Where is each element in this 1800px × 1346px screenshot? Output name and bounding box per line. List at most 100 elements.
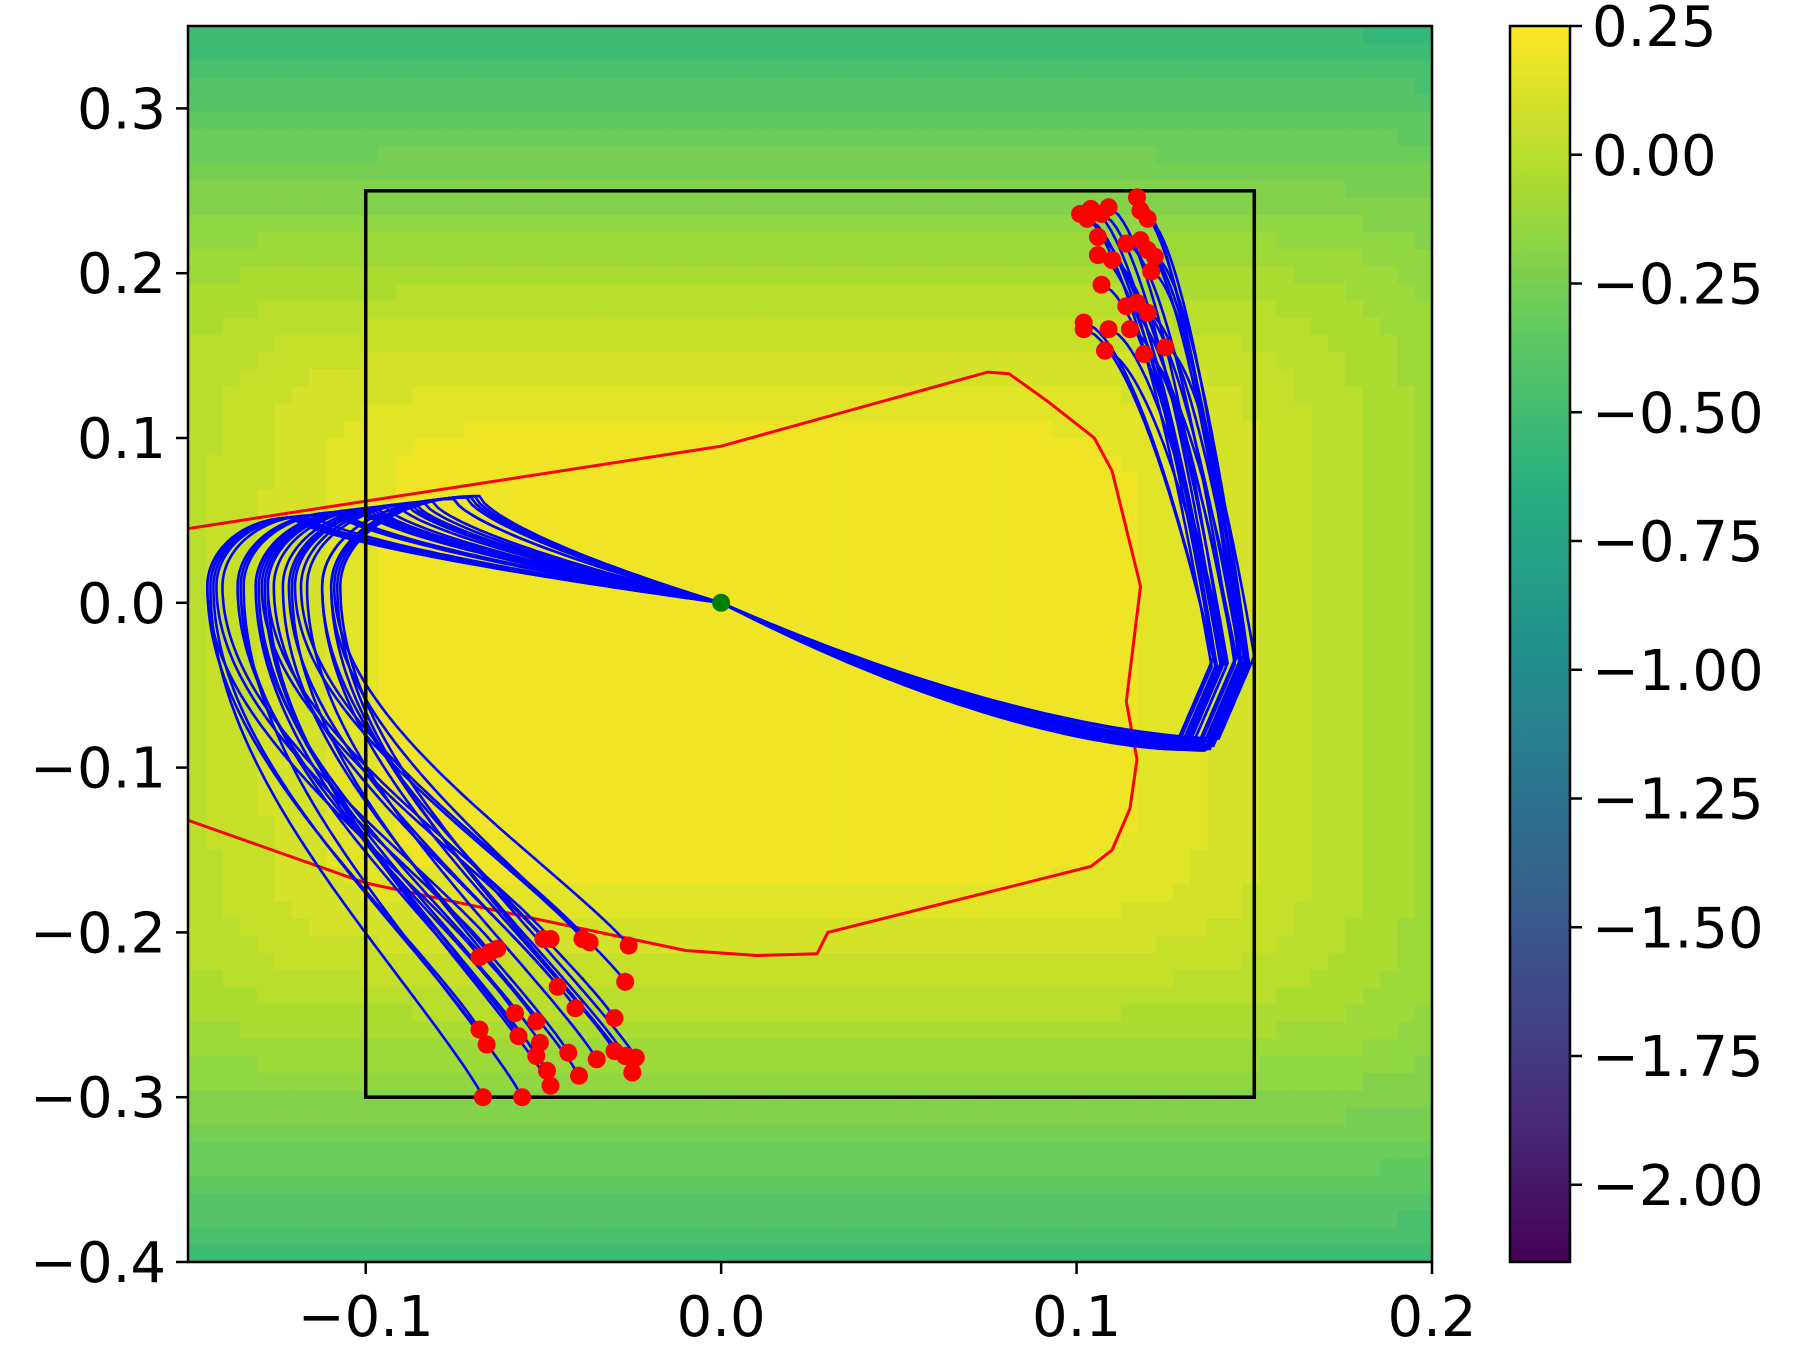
heatmap-cell [1138, 867, 1157, 886]
heatmap-cell [1414, 1021, 1432, 1040]
heatmap-cell [447, 1124, 466, 1143]
heatmap-cell [861, 1141, 880, 1160]
heatmap-cell [239, 1210, 258, 1229]
heatmap-cell [1328, 94, 1347, 113]
heatmap-cell [1241, 918, 1261, 937]
heatmap-cell [550, 1210, 569, 1229]
heatmap-cell [499, 403, 518, 422]
heatmap-cell [326, 1124, 345, 1143]
heatmap-cell [1172, 43, 1191, 62]
heatmap-cell [1155, 575, 1174, 594]
heatmap-cell [1259, 1159, 1278, 1177]
heatmap-cell [1362, 884, 1381, 903]
heatmap-cell [533, 1210, 552, 1229]
heatmap-cell [1000, 644, 1019, 662]
heatmap-cell [447, 420, 466, 439]
heatmap-cell [274, 111, 293, 130]
heatmap-cell [1103, 1141, 1122, 1160]
heatmap-cell [429, 626, 448, 645]
heatmap-cell [1207, 335, 1226, 353]
heatmap-cell [1034, 523, 1053, 542]
heatmap-cell [1034, 1021, 1053, 1040]
heatmap-cell [447, 592, 466, 611]
heatmap-cell [308, 1159, 328, 1177]
heatmap-cell [913, 884, 932, 903]
heatmap-cell [913, 1056, 932, 1074]
heatmap-cell [810, 300, 829, 319]
heatmap-cell [585, 644, 604, 662]
heatmap-cell [1259, 180, 1278, 199]
heatmap-cell [758, 214, 777, 233]
heatmap-cell [188, 369, 207, 388]
heatmap-cell [1034, 781, 1053, 800]
heatmap-cell [810, 369, 829, 388]
heatmap-cell [568, 1141, 587, 1160]
heatmap-cell [1051, 850, 1070, 868]
heatmap-cell [1155, 1004, 1174, 1023]
heatmap-cell [481, 197, 500, 216]
heatmap-cell [395, 1176, 414, 1195]
heatmap-cell [1414, 609, 1432, 628]
heatmap-cell [1207, 1038, 1226, 1057]
heatmap-cell [982, 197, 1001, 216]
heatmap-cell [723, 953, 742, 971]
heatmap-cell [464, 747, 483, 765]
heatmap-cell [740, 60, 759, 79]
heatmap-cell [619, 1176, 639, 1195]
heatmap-cell [1224, 1038, 1243, 1057]
heatmap-cell [1414, 747, 1432, 765]
heatmap-cell [1414, 420, 1432, 439]
heatmap-cell [188, 781, 207, 800]
heatmap-cell [844, 815, 863, 834]
heatmap-cell [982, 249, 1001, 268]
heatmap-cell [671, 678, 690, 697]
heatmap-cell [792, 403, 811, 422]
heatmap-cell [533, 472, 552, 491]
heatmap-cell [879, 1193, 898, 1212]
heatmap-cell [1259, 283, 1278, 302]
heatmap-cell [257, 77, 276, 96]
heatmap-cell [412, 1141, 431, 1160]
heatmap-cell [239, 232, 258, 250]
heatmap-cell [861, 455, 880, 474]
heatmap-cell [1086, 626, 1105, 645]
heatmap-cell [1380, 523, 1399, 542]
heatmap-cell [239, 884, 258, 903]
heatmap-cell [637, 798, 656, 817]
heatmap-cell [706, 832, 725, 851]
heatmap-cell [844, 506, 863, 525]
heatmap-cell [879, 352, 898, 371]
heatmap-cell [654, 283, 673, 302]
heatmap-cell [619, 764, 639, 783]
heatmap-cell [1034, 832, 1053, 851]
heatmap-cell [585, 43, 604, 62]
heatmap-cell [308, 94, 328, 113]
heatmap-cell [706, 369, 725, 388]
heatmap-cell [619, 472, 639, 491]
heatmap-cell [1259, 300, 1278, 319]
heatmap-cell [671, 214, 690, 233]
heatmap-cell [1207, 832, 1226, 851]
heatmap-cell [568, 335, 587, 353]
heatmap-cell [602, 77, 621, 96]
heatmap-cell [965, 609, 984, 628]
heatmap-cell [378, 592, 397, 611]
heatmap-cell [1345, 901, 1364, 920]
heatmap-cell [205, 970, 224, 989]
heatmap-cell [1207, 369, 1226, 388]
heatmap-cell [671, 953, 690, 971]
heatmap-cell [671, 455, 690, 474]
heatmap-cell [1224, 867, 1243, 886]
heatmap-cell [654, 163, 673, 182]
heatmap-cell [1241, 523, 1261, 542]
heatmap-cell [291, 1176, 310, 1195]
heatmap-cell [913, 626, 932, 645]
heatmap-cell [982, 609, 1001, 628]
heatmap-cell [274, 1159, 293, 1177]
heatmap-cell [1103, 592, 1122, 611]
heatmap-cell [965, 249, 984, 268]
heatmap-cell [378, 661, 397, 680]
heatmap-cell [1414, 1090, 1432, 1109]
heatmap-cell [378, 26, 397, 44]
heatmap-cell [982, 901, 1001, 920]
